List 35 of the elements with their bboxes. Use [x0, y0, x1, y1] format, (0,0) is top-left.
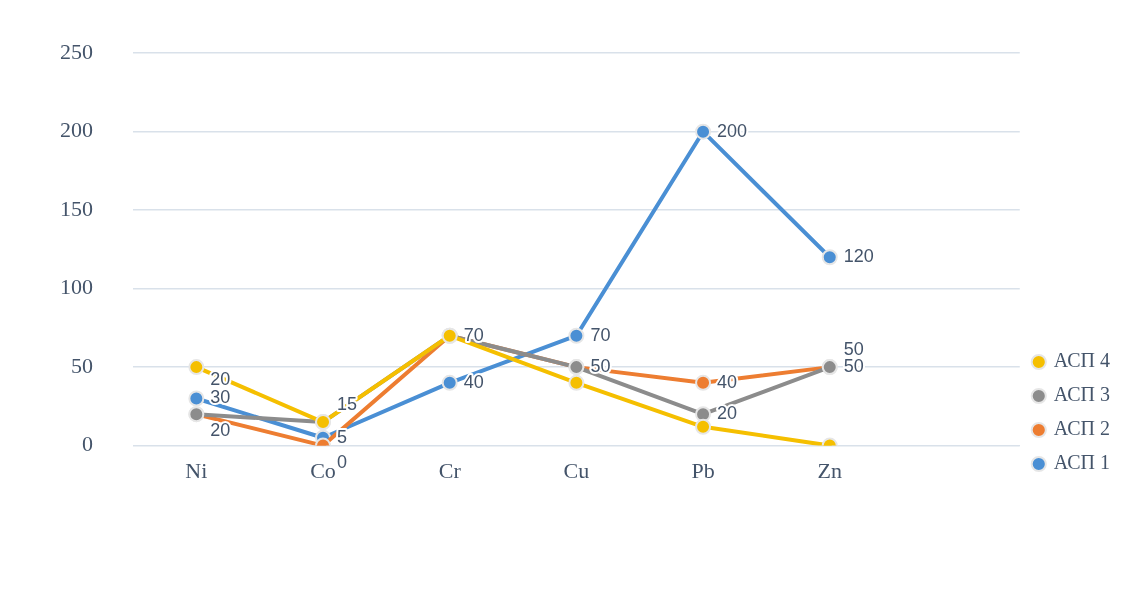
data-label: 70: [463, 324, 484, 345]
data-label: 70: [590, 324, 611, 345]
y-tick-label: 200: [60, 117, 93, 143]
point: [695, 418, 712, 435]
x-tick-label: Zn: [817, 457, 842, 483]
y-tick-label: 0: [82, 431, 93, 457]
data-label: 40: [463, 371, 484, 392]
data-label: 0: [337, 451, 348, 472]
point: [568, 374, 585, 391]
data-label: 120: [843, 246, 874, 267]
point: [568, 327, 585, 344]
x-tick-label: Co: [310, 457, 336, 483]
point: [821, 249, 838, 266]
data-label: 20: [717, 403, 738, 424]
x-tick-label: Pb: [691, 457, 715, 483]
point: [188, 359, 205, 376]
legend-label: АСП 3: [1053, 383, 1110, 406]
x-tick-label: Ni: [185, 457, 208, 483]
data-label: 20: [210, 420, 231, 441]
y-tick-label: 50: [71, 352, 93, 378]
point: [695, 123, 712, 140]
legend-label: АСП 4: [1053, 349, 1110, 372]
legend-label: АСП 2: [1053, 417, 1110, 440]
y-tick-label: 100: [60, 274, 93, 300]
point: [695, 374, 712, 391]
point: [441, 374, 458, 391]
x-tick-label: Cu: [563, 457, 590, 483]
legend-label: АСП 1: [1053, 451, 1110, 474]
data-label: 5: [337, 426, 348, 447]
data-label: 200: [717, 120, 748, 141]
data-label: 30: [210, 387, 231, 408]
y-tick-label: 150: [60, 195, 93, 221]
x-tick-label: Cr: [438, 457, 462, 483]
y-tick-label: 250: [60, 38, 93, 64]
point: [188, 390, 205, 407]
